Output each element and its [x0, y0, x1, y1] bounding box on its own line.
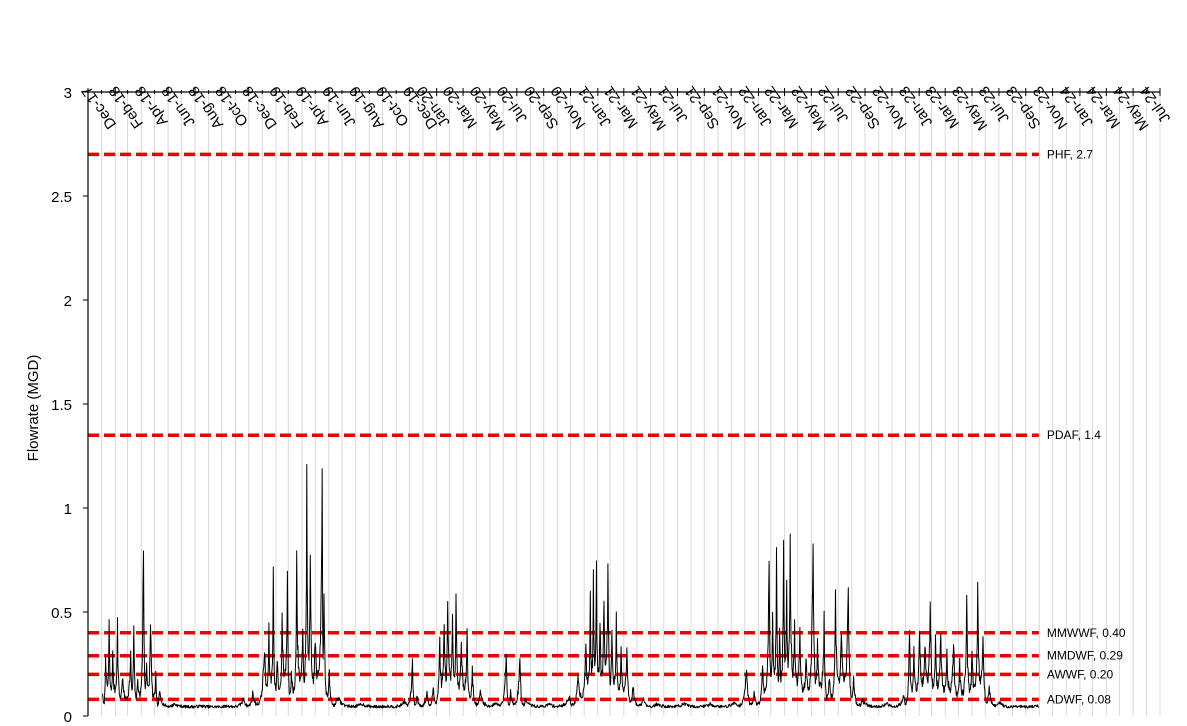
vertical-gridlines [87, 92, 1161, 716]
y-tick-label: 3 [64, 85, 72, 102]
y-axis-ticks [83, 91, 88, 717]
y-tick-label: 2.5 [51, 189, 72, 206]
reference-line-label: PDAF, 1.4 [1047, 428, 1101, 442]
reference-line-label: ADWF, 0.08 [1047, 692, 1111, 706]
y-axis-title: Flowrate (MGD) [25, 355, 42, 462]
reference-line-label: PHF, 2.7 [1047, 147, 1093, 161]
reference-lines [88, 152, 1039, 702]
reference-line-label: MMWWF, 0.40 [1047, 626, 1126, 640]
y-tick-label: 0 [64, 709, 72, 726]
flowrate-series-line [102, 464, 1039, 709]
reference-line-labels: PHF, 2.7 PDAF, 1.4 MMWWF, 0.40 MMDWF, 0.29 A… [1047, 147, 1126, 706]
y-tick-label: 1 [64, 501, 72, 518]
y-tick-label: 0.5 [51, 605, 72, 622]
reference-line-label: AWWF, 0.20 [1047, 667, 1114, 681]
x-axis-ticks [87, 88, 1161, 96]
reference-line-label: MMDWF, 0.29 [1047, 649, 1123, 663]
y-axis-tick-labels: 0 0.5 1 1.5 2 2.5 3 [51, 85, 72, 726]
y-tick-label: 2 [64, 293, 72, 310]
y-tick-label: 1.5 [51, 397, 72, 414]
